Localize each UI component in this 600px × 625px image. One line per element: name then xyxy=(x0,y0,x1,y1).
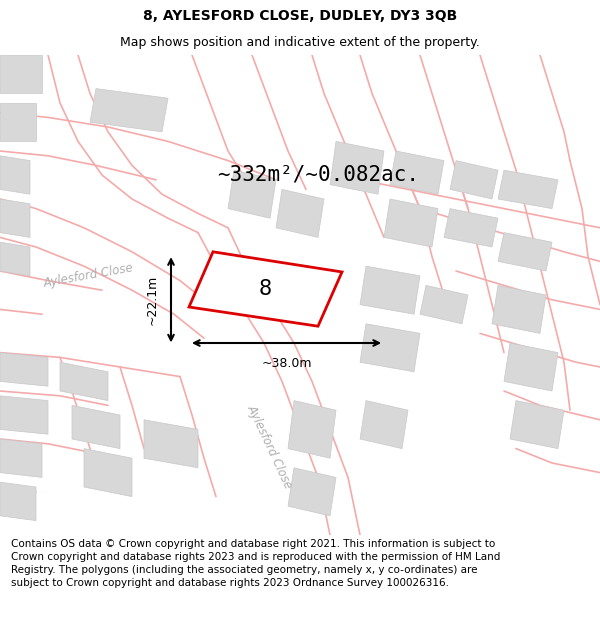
Polygon shape xyxy=(0,482,36,521)
Text: 8, AYLESFORD CLOSE, DUDLEY, DY3 3QB: 8, AYLESFORD CLOSE, DUDLEY, DY3 3QB xyxy=(143,9,457,24)
Text: Aylesford Close: Aylesford Close xyxy=(42,261,134,290)
Polygon shape xyxy=(420,286,468,324)
Text: ~38.0m: ~38.0m xyxy=(261,357,312,371)
Text: Map shows position and indicative extent of the property.: Map shows position and indicative extent… xyxy=(120,36,480,49)
Polygon shape xyxy=(84,449,132,497)
Polygon shape xyxy=(498,232,552,271)
Polygon shape xyxy=(0,156,30,194)
Polygon shape xyxy=(504,343,558,391)
Polygon shape xyxy=(288,468,336,516)
Polygon shape xyxy=(0,199,30,238)
Polygon shape xyxy=(0,352,48,386)
Text: 8: 8 xyxy=(259,279,272,299)
Polygon shape xyxy=(444,209,498,247)
Text: ~22.1m: ~22.1m xyxy=(146,274,159,325)
Polygon shape xyxy=(330,141,384,194)
Polygon shape xyxy=(228,170,276,218)
Polygon shape xyxy=(510,401,564,449)
Polygon shape xyxy=(384,199,438,247)
Polygon shape xyxy=(450,161,498,199)
Polygon shape xyxy=(0,396,48,434)
Polygon shape xyxy=(360,401,408,449)
Polygon shape xyxy=(360,266,420,314)
Polygon shape xyxy=(288,401,336,458)
Text: Aylesford Close: Aylesford Close xyxy=(245,402,295,490)
Polygon shape xyxy=(144,420,198,468)
Polygon shape xyxy=(360,324,420,372)
Text: ~332m²/~0.082ac.: ~332m²/~0.082ac. xyxy=(217,165,419,185)
Polygon shape xyxy=(189,252,342,326)
Polygon shape xyxy=(492,286,546,333)
Polygon shape xyxy=(0,103,36,141)
Polygon shape xyxy=(0,55,42,93)
Polygon shape xyxy=(390,151,444,194)
Polygon shape xyxy=(60,362,108,401)
Polygon shape xyxy=(0,439,42,478)
Polygon shape xyxy=(498,170,558,209)
Polygon shape xyxy=(0,242,30,276)
Polygon shape xyxy=(72,406,120,449)
Polygon shape xyxy=(90,89,168,132)
Text: Contains OS data © Crown copyright and database right 2021. This information is : Contains OS data © Crown copyright and d… xyxy=(11,539,500,588)
Polygon shape xyxy=(276,189,324,238)
